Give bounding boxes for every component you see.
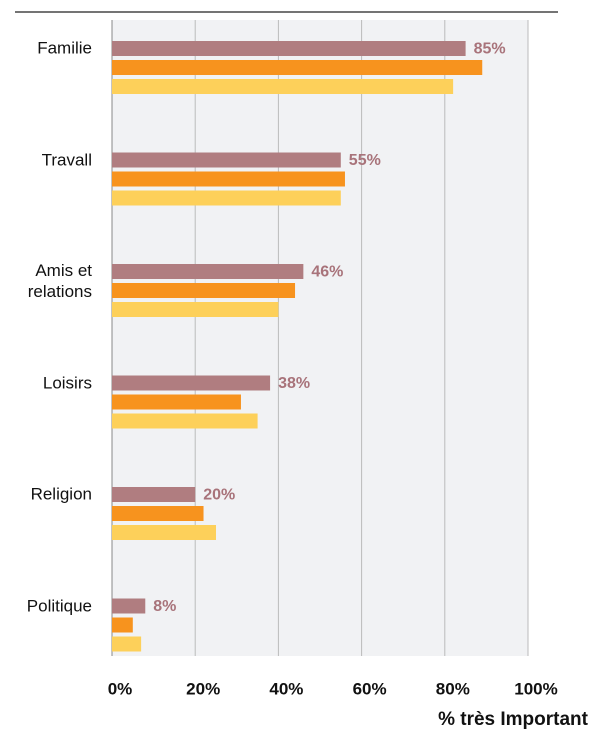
bar [112,394,241,410]
x-tick-label: 100% [514,679,557,698]
category-label: Familie [37,38,92,58]
value-label: 46% [311,264,343,281]
category-label: Loisirs [42,373,92,392]
bar [112,636,142,652]
x-tick-label: 20% [186,679,220,698]
x-tick-label: 0% [108,679,133,698]
value-label: 8% [153,598,176,615]
x-tick-label: 80% [436,679,470,698]
bar [112,598,146,614]
bar [112,60,483,75]
x-tick-label: 40% [269,679,303,698]
value-label: 20% [203,487,235,504]
category-label: Amis et relations [27,261,92,301]
category-label: Travall [41,150,92,169]
bar [112,79,454,94]
bar [112,487,196,502]
bar [112,283,296,298]
plot-background [112,20,528,656]
x-axis-title: % très Important [438,709,589,730]
value-label: 55% [349,152,381,169]
bar [112,152,341,168]
x-tick-label: 60% [353,679,387,698]
bar [112,190,341,206]
bar [112,413,258,429]
bar [112,41,466,56]
bar [112,171,345,187]
value-label: 38% [278,375,310,392]
bar [112,617,133,633]
bar [112,264,304,279]
bar [112,302,279,317]
bar [112,525,216,540]
category-label: Politique [26,596,92,615]
bar [112,375,271,391]
bar [112,506,204,521]
value-label: 85% [474,41,506,58]
category-label: Religion [30,484,92,504]
